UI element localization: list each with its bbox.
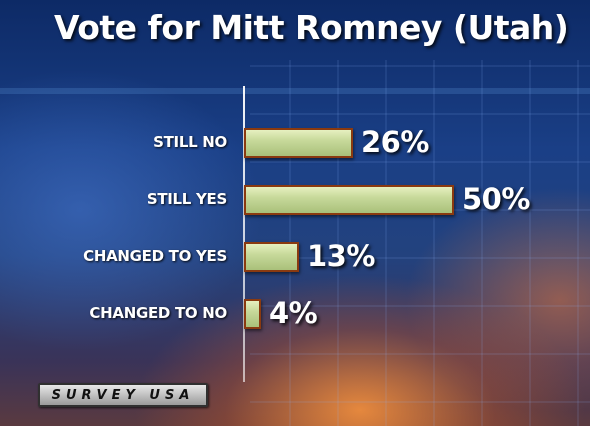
bar [244, 242, 299, 272]
bar [244, 299, 261, 329]
category-label: STILL YES [146, 190, 227, 208]
bar [244, 128, 353, 158]
value-label: 4% [269, 296, 318, 330]
light-streak [0, 88, 590, 94]
y-axis-line [243, 86, 245, 382]
category-label: CHANGED TO YES [83, 247, 227, 265]
bar [244, 185, 454, 215]
value-label: 26% [361, 125, 429, 159]
chart-title: Vote for Mitt Romney (Utah) [54, 8, 569, 47]
category-label: STILL NO [153, 133, 227, 151]
value-label: 13% [307, 239, 375, 273]
category-label: CHANGED TO NO [89, 304, 227, 322]
value-label: 50% [462, 182, 530, 216]
surveyusa-logo: SURVEY USA [38, 383, 208, 407]
